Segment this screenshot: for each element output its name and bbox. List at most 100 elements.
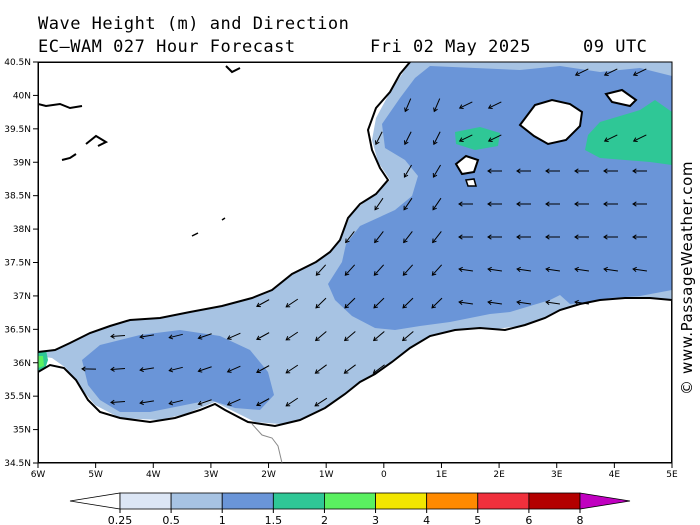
wave-arrow-head (373, 303, 379, 309)
wave-arrow (345, 231, 355, 243)
wave-arrow-head (574, 234, 579, 240)
wave-arrow-head (603, 266, 608, 272)
wave-arrow (633, 68, 647, 76)
wave-arrow-head (432, 205, 437, 211)
wave-arrow-head (373, 271, 379, 276)
land-africa (38, 297, 672, 463)
wave-arrow-head (432, 238, 437, 244)
lat-tick-label: 35N (13, 426, 31, 436)
legend-label: 1.5 (265, 514, 283, 525)
wave-arrow-head (315, 303, 321, 309)
legend-swatch (324, 492, 376, 510)
wave-arrow-head (402, 271, 408, 276)
wave-arrow-head (110, 399, 115, 405)
wave-arrow-head (431, 303, 437, 309)
sea-high-patch (455, 127, 500, 150)
legend-label: 1 (219, 514, 226, 525)
wave-arrow (315, 331, 327, 341)
wave-arrow-head (343, 369, 349, 374)
wave-arrow-head (516, 299, 521, 305)
wave-arrow (375, 131, 383, 145)
wave-arrow-head (545, 168, 550, 174)
wave-arrow (285, 331, 299, 341)
wave-arrow (546, 268, 560, 272)
wave-arrow-head (458, 137, 464, 143)
inland-line-6 (221, 217, 226, 221)
inland-line-2 (85, 134, 109, 147)
wave-arrow-head (403, 140, 409, 146)
legend-label: 2 (321, 514, 328, 525)
wave-arrow-head (574, 266, 579, 272)
wave-arrow-head (458, 234, 463, 240)
wave-arrow-head (168, 334, 174, 340)
lat-tick-label: 35.5N (4, 392, 31, 402)
legend-label: 0.5 (162, 514, 180, 525)
wave-arrow (285, 298, 299, 308)
lon-tick-label: 2W (261, 470, 276, 480)
wave-arrow-head (343, 336, 349, 342)
sea-high-east (585, 100, 672, 165)
watermark: © www.PassageWeather.com (678, 160, 696, 395)
wave-arrow (633, 268, 647, 272)
wave-arrow (110, 335, 126, 337)
wave-arrow-head (603, 137, 609, 143)
wave-arrow (404, 98, 412, 112)
wave-arrow-head (516, 201, 521, 207)
wave-arrow (517, 268, 531, 272)
wave-arrow-head (574, 201, 579, 207)
lat-tick-label: 39.5N (4, 125, 31, 135)
wave-arrow (633, 134, 647, 142)
wave-arrow-head (403, 173, 409, 178)
wave-arrow (433, 164, 441, 178)
wave-arrow (344, 331, 356, 341)
lat-tick-label: 39N (13, 158, 31, 168)
wave-arrow-head (487, 266, 492, 272)
wave-arrow (488, 101, 502, 109)
legend-swatch (528, 492, 581, 510)
wave-arrow-head (226, 401, 232, 406)
wave-arrow (575, 268, 589, 272)
wave-arrow (488, 268, 502, 272)
wave-arrow-head (344, 271, 350, 276)
wave-arrow-head (403, 205, 408, 211)
wave-arrow (227, 332, 241, 340)
legend-swatch (170, 492, 223, 510)
wave-arrow-head (314, 401, 320, 407)
lat-tick-label: 37N (13, 292, 31, 302)
wave-arrow-head (285, 402, 291, 407)
wave-arrow (432, 231, 442, 243)
wave-arrow-head (226, 368, 232, 373)
lat-tick-label: 36N (13, 359, 31, 369)
wave-arrow-head (256, 302, 261, 308)
legend-swatch (221, 492, 274, 510)
wave-arrow-head (574, 299, 579, 305)
legend-label: 6 (525, 514, 532, 525)
wave-arrow-head (374, 205, 379, 211)
wave-arrow-head (632, 168, 637, 174)
wave-arrow-head (458, 299, 463, 305)
lon-tick-label: 4W (146, 470, 161, 480)
wave-arrow (459, 134, 473, 142)
wave-arrow (373, 331, 385, 341)
wave-arrow-head (487, 299, 492, 305)
wave-arrow (459, 101, 473, 109)
wave-arrow-head (314, 336, 320, 342)
wave-arrow-head (197, 400, 203, 406)
wave-arrow (227, 365, 241, 373)
wave-arrow (402, 297, 414, 309)
wave-arrow-head (458, 104, 464, 110)
lat-tick-label: 37.5N (4, 259, 31, 269)
lon-tick-label: 1E (436, 470, 448, 480)
wave-arrow (404, 164, 412, 178)
wave-arrow-head (632, 201, 637, 207)
legend-label: 8 (577, 514, 584, 525)
legend-label: 4 (423, 514, 430, 525)
wave-arrow-head (545, 234, 550, 240)
wave-arrow (604, 268, 618, 272)
wave-arrow-head (256, 368, 261, 374)
wave-arrow (546, 301, 560, 305)
wave-arrow-head (458, 201, 463, 207)
wave-arrow (604, 134, 618, 142)
island-formentera (464, 178, 477, 187)
lat-tick-label: 38N (13, 225, 31, 235)
